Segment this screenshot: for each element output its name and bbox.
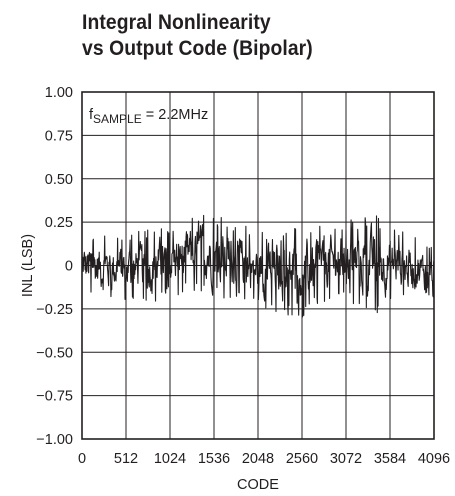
x-tick-label: 0 [78,451,86,467]
y-tick-label: −0.75 [36,389,73,405]
y-tick-label: 0 [65,259,73,275]
y-tick-label: −0.25 [36,302,73,318]
x-tick-label: 3584 [374,451,406,467]
x-tick-label: 1536 [198,451,230,467]
sample-rate-annotation: fSAMPLE = 2.2MHz [89,107,208,126]
y-tick-labels: 1.00 0.75 0.50 0.25 0 −0.25 −0.50 −0.75 −1.00 [36,85,73,448]
inl-trace-group [81,214,435,318]
annotation-suffix: = 2.2MHz [142,107,208,123]
y-tick-label: 0.50 [45,172,73,188]
x-tick-label: 1024 [154,451,186,467]
chart-title: Integral Nonlinearity vs Output Code (Bi… [82,10,313,62]
annotation-prefix: f [89,107,94,123]
y-tick-label: 0.75 [45,128,73,144]
y-tick-label: −0.50 [36,345,73,361]
x-tick-label: 2560 [286,451,318,467]
chart-title-line1: Integral Nonlinearity [82,11,271,34]
chart-title-line2: vs Output Code (Bipolar) [82,37,313,60]
annotation-subscript: SAMPLE [93,112,142,126]
plot-frame [81,91,435,440]
x-tick-label: 3072 [330,451,362,467]
x-tick-label: 2048 [242,451,274,467]
x-axis-label: CODE [237,477,279,493]
y-tick-label: 1.00 [45,85,73,101]
x-tick-labels: 0 512 1024 1536 2048 2560 3072 3584 4096 [78,451,450,467]
x-tick-label: 512 [114,451,138,467]
inl-trace [81,214,435,318]
x-tick-label: 4096 [418,451,450,467]
y-tick-label: 0.25 [45,215,73,231]
y-tick-label: −1.00 [36,432,73,448]
y-axis-label: INL (LSB) [20,234,36,297]
